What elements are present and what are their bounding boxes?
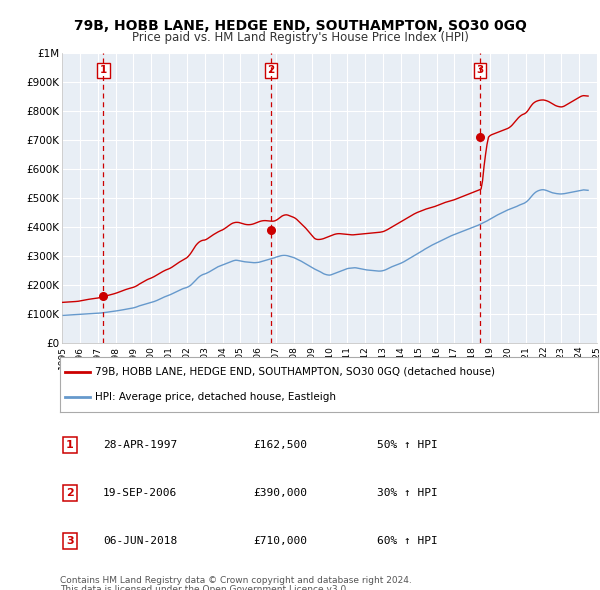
Text: £710,000: £710,000 <box>254 536 308 546</box>
Text: Price paid vs. HM Land Registry's House Price Index (HPI): Price paid vs. HM Land Registry's House … <box>131 31 469 44</box>
Text: 19-SEP-2006: 19-SEP-2006 <box>103 488 177 498</box>
Text: 79B, HOBB LANE, HEDGE END, SOUTHAMPTON, SO30 0GQ: 79B, HOBB LANE, HEDGE END, SOUTHAMPTON, … <box>74 19 526 33</box>
Text: Contains HM Land Registry data © Crown copyright and database right 2024.: Contains HM Land Registry data © Crown c… <box>60 576 412 585</box>
Text: £390,000: £390,000 <box>254 488 308 498</box>
Text: 2: 2 <box>268 65 275 76</box>
Text: 3: 3 <box>66 536 73 546</box>
Text: 1: 1 <box>100 65 107 76</box>
Text: 28-APR-1997: 28-APR-1997 <box>103 440 177 450</box>
Text: 79B, HOBB LANE, HEDGE END, SOUTHAMPTON, SO30 0GQ (detached house): 79B, HOBB LANE, HEDGE END, SOUTHAMPTON, … <box>95 367 495 377</box>
Text: 50% ↑ HPI: 50% ↑ HPI <box>377 440 438 450</box>
Text: This data is licensed under the Open Government Licence v3.0.: This data is licensed under the Open Gov… <box>60 585 349 590</box>
Text: 1: 1 <box>66 440 74 450</box>
Text: HPI: Average price, detached house, Eastleigh: HPI: Average price, detached house, East… <box>95 392 336 402</box>
Text: £162,500: £162,500 <box>254 440 308 450</box>
Text: 60% ↑ HPI: 60% ↑ HPI <box>377 536 438 546</box>
Text: 30% ↑ HPI: 30% ↑ HPI <box>377 488 438 498</box>
Text: 3: 3 <box>476 65 484 76</box>
Text: 06-JUN-2018: 06-JUN-2018 <box>103 536 177 546</box>
Text: 2: 2 <box>66 488 74 498</box>
